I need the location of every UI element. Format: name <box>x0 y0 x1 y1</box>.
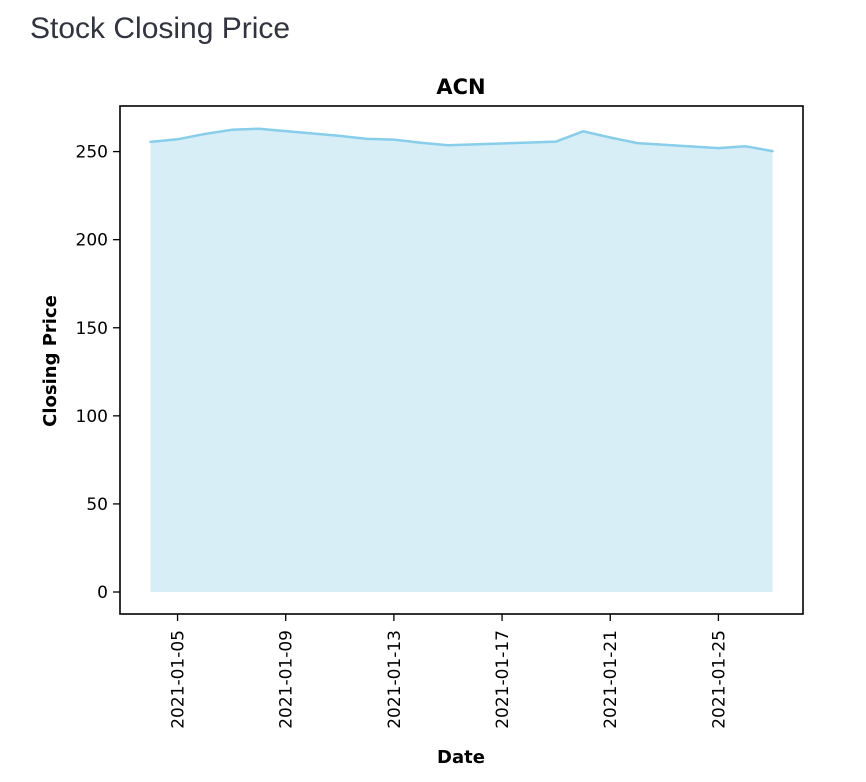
area-fill <box>150 128 773 592</box>
data-point <box>338 135 341 137</box>
data-point <box>771 150 774 153</box>
data-point <box>744 145 747 148</box>
x-tick-label: 2021-01-17 <box>493 630 513 729</box>
y-tick-label: 250 <box>76 143 108 163</box>
y-tick-label: 150 <box>76 319 108 339</box>
data-point <box>420 141 422 144</box>
data-point <box>393 138 395 141</box>
y-axis-label: Closing Price <box>40 295 61 427</box>
data-point <box>257 127 260 130</box>
data-point <box>230 128 233 131</box>
page-title: Stock Closing Price <box>30 12 291 45</box>
data-point <box>447 144 449 147</box>
x-tick-label: 2021-01-05 <box>169 630 189 729</box>
y-tick-label: 200 <box>76 231 108 251</box>
x-axis-label: Date <box>437 747 485 768</box>
y-tick-label: 100 <box>76 407 108 427</box>
data-point <box>582 130 585 133</box>
x-tick-label: 2021-01-13 <box>385 630 405 729</box>
data-point <box>555 140 558 143</box>
data-point <box>149 141 152 143</box>
data-point <box>365 138 368 140</box>
x-tick-label: 2021-01-25 <box>709 630 729 729</box>
x-tick-label: 2021-01-21 <box>601 630 621 729</box>
chart-title: ACN <box>436 75 485 99</box>
data-point <box>203 133 206 135</box>
y-tick-label: 50 <box>86 495 108 515</box>
data-point <box>717 147 720 150</box>
data-point <box>176 138 179 141</box>
x-tick-label: 2021-01-09 <box>277 630 297 729</box>
y-tick-label: 0 <box>97 583 108 603</box>
data-point <box>636 142 639 145</box>
plot-frame <box>119 105 804 615</box>
data-point <box>609 136 612 139</box>
